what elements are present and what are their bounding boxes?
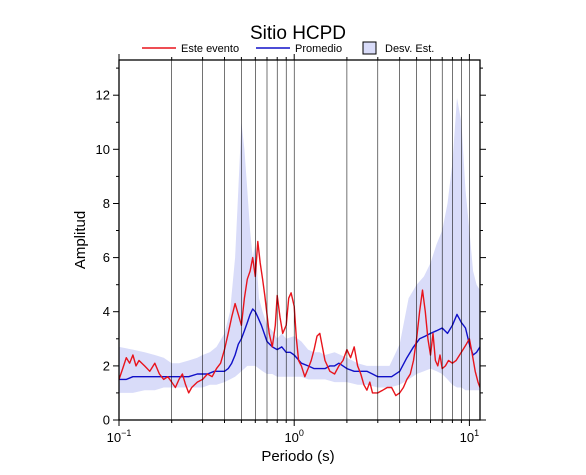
y-tick-label: 0: [103, 413, 110, 428]
x-tick-label: 101: [460, 428, 479, 445]
plot-frame: [118, 59, 481, 421]
x-tick-label: 100: [284, 428, 303, 445]
series-band-desv: [119, 97, 480, 393]
series-line-este: [119, 240, 480, 397]
x-axis-title: Periodo (s): [261, 448, 334, 465]
y-tick-label: 8: [103, 196, 110, 211]
legend-desv-label: Desv. Est.: [385, 43, 434, 55]
y-tick-label: 2: [103, 358, 110, 373]
y-tick-label: 10: [96, 142, 110, 157]
y-tick-label: 6: [103, 250, 110, 265]
grid: [118, 60, 470, 420]
plot-area: [119, 97, 480, 397]
x-tick-label: 10−1: [107, 428, 132, 445]
y-axis-title: Amplitud: [72, 211, 89, 269]
legend-promedio-label: Promedio: [295, 43, 342, 55]
y-tick-label: 12: [96, 88, 110, 103]
legend-desv-swatch: [362, 41, 377, 55]
y-tick-label: 4: [103, 304, 110, 319]
legend-este-label: Este evento: [181, 43, 239, 55]
legend: Este evento Promedio Desv. Est.: [142, 41, 434, 55]
chart-title: Sitio HCPD: [250, 23, 346, 44]
